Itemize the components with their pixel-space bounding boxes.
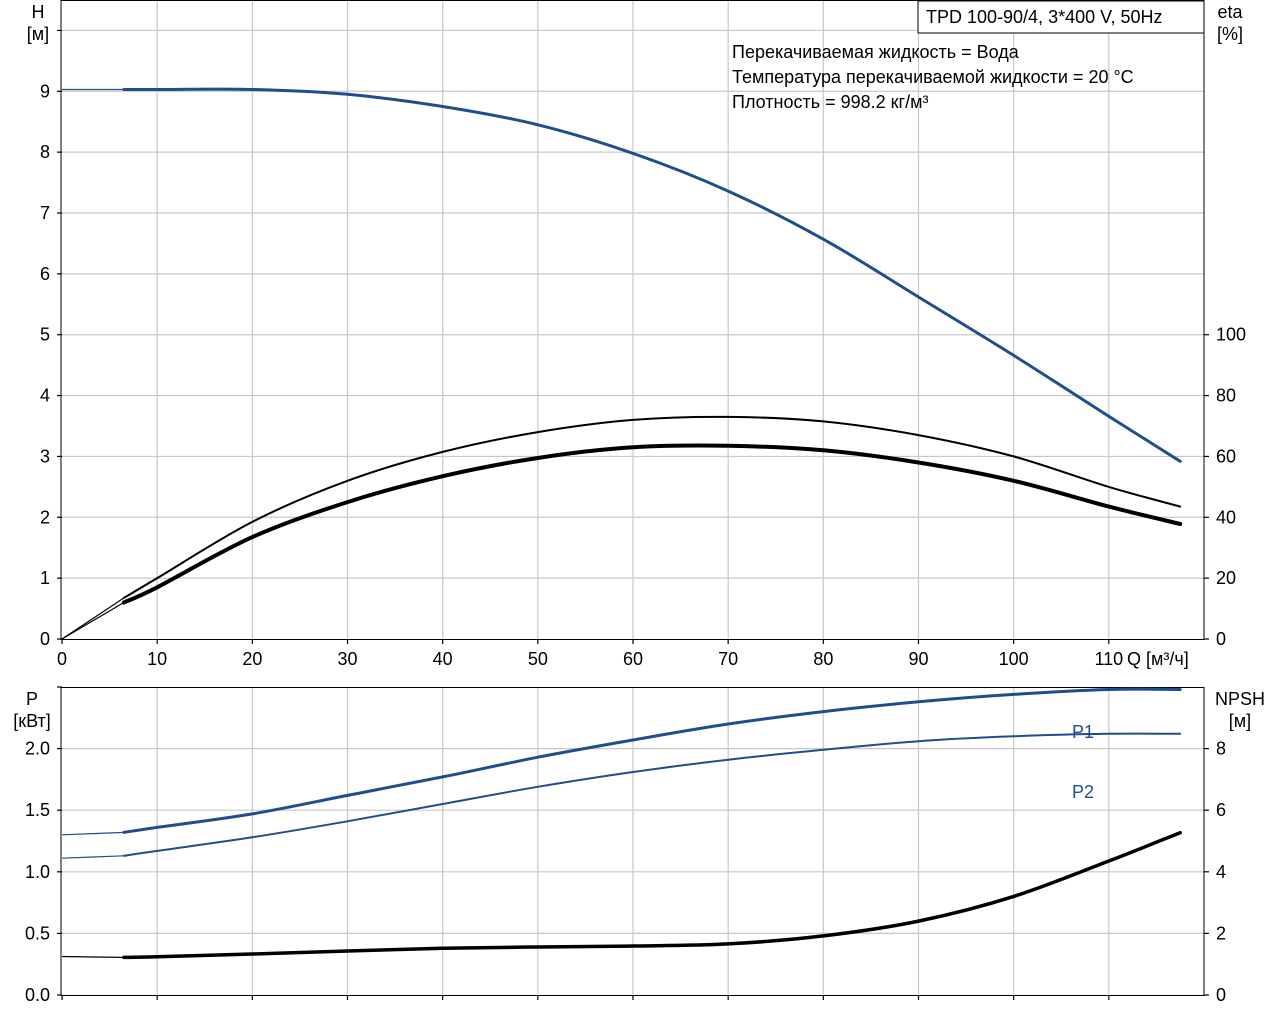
x-axis-label-q: Q [м³/ч] [1127,649,1189,669]
top-x-tick-label: 80 [813,649,833,669]
top-y-tick-label: 7 [40,203,50,223]
annotation-liquid: Перекачиваемая жидкость = Вода [732,42,1020,62]
top-y-tick-label: 5 [40,325,50,345]
top-series-1-line [122,415,1182,599]
top-chart-grid [62,0,1204,639]
top-x-tick-label: 90 [908,649,928,669]
y-axis-label-p: P [26,689,38,709]
bottom-series-1-lead [61,855,124,859]
y-axis-label-h: H [32,2,45,22]
top-y-tick-label: 0 [40,629,50,649]
top-series-2-lead [61,601,125,640]
top-y2-tick-label: 60 [1216,446,1236,466]
chart-title: TPD 100-90/4, 3*400 V, 50Hz [926,7,1163,27]
bottom-chart-curves [61,687,1182,960]
top-x-tick-label: 20 [242,649,262,669]
top-x-tick-label: 50 [528,649,548,669]
top-y-tick-label: 3 [40,446,50,466]
top-x-tick-label: 60 [623,649,643,669]
top-x-tick-label: 0 [57,649,67,669]
top-chart-curves [61,87,1183,640]
y-axis-unit-kw: [кВт] [13,711,51,731]
y2-axis-unit-m: [м] [1229,711,1251,731]
bottom-series-0-lead [61,831,124,836]
bottom-chart-grid [62,687,1204,995]
y2-axis-unit-percent: [%] [1217,24,1243,44]
top-y2-tick-label: 80 [1216,386,1236,406]
top-y2-tick-label: 20 [1216,568,1236,588]
series-label-p1: P1 [1072,722,1094,742]
top-y-tick-label: 2 [40,507,50,527]
bottom-y-tick-label: 0.5 [25,923,50,943]
bottom-y2-tick-label: 2 [1216,923,1226,943]
bottom-chart-ticks: 0.0 0.5 1.0 1.5 2.0 0 2 4 6 8 [25,686,1226,1005]
top-x-tick-label: 110 [1094,649,1123,669]
top-y-tick-label: 9 [40,81,50,101]
y2-axis-label-eta: eta [1217,2,1243,22]
bottom-y-tick-label: 1.5 [25,800,50,820]
top-y-tick-label: 1 [40,568,50,588]
bottom-series-2-lead [61,955,124,958]
bottom-y2-tick-label: 6 [1216,800,1226,820]
top-x-tick-label: 100 [999,649,1029,669]
annotation-density: Плотность = 998.2 кг/м³ [732,92,928,112]
top-y-tick-label: 6 [40,264,50,284]
top-series-0-line [122,87,1182,463]
top-x-tick-label: 30 [337,649,357,669]
bottom-y2-tick-label: 4 [1216,862,1226,882]
bottom-series-1-line [122,732,1182,857]
top-x-tick-label: 40 [433,649,453,669]
annotation-temperature: Температура перекачиваемой жидкости = 20… [732,67,1134,87]
bottom-series-2-line [122,830,1182,960]
title-box [917,0,1205,34]
bottom-y-tick-label: 2.0 [25,739,50,759]
top-y2-tick-label: 0 [1216,629,1226,649]
y-axis-unit-m: [м] [27,24,49,44]
top-series-2-line [121,443,1183,605]
bottom-y2-tick-label: 8 [1216,739,1226,759]
series-label-p2: P2 [1072,782,1094,802]
top-y2-tick-label: 40 [1216,507,1236,527]
top-x-tick-label: 10 [147,649,167,669]
bottom-series-0-line [122,687,1182,834]
bottom-y2-tick-label: 0 [1216,985,1226,1005]
top-x-tick-label: 70 [718,649,738,669]
bottom-y-tick-label: 1.0 [25,862,50,882]
top-y2-tick-label: 100 [1216,325,1246,345]
top-y-tick-label: 8 [40,142,50,162]
bottom-y-tick-label: 0.0 [25,985,50,1005]
top-y-tick-label: 4 [40,386,50,406]
y2-axis-label-npsh: NPSH [1215,689,1265,709]
